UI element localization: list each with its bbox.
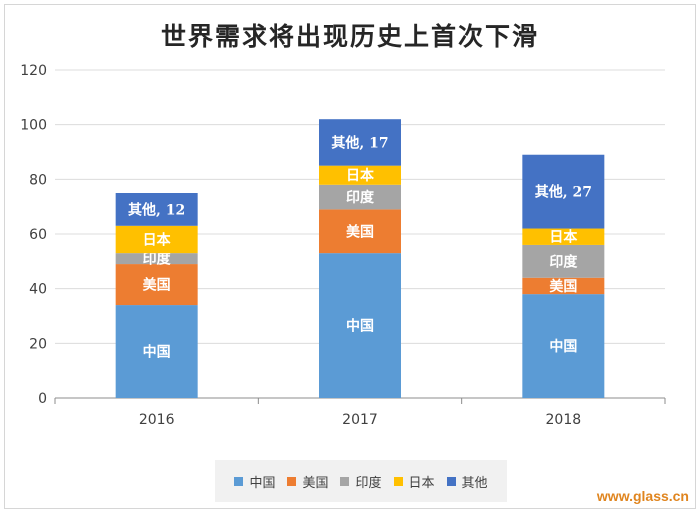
data-label: 印度 [143,251,172,268]
bar-segment-其他-2018 [522,154,605,229]
legend-item: 其他 [446,472,488,491]
bar-segment-美国-2018 [522,277,605,295]
y-tick-label: 60 [29,227,47,243]
chart-legend: 中国 美国 印度 日本 其他 [215,460,507,502]
data-label: 日本 [549,229,578,246]
bar-segment-其他-2017 [319,119,401,166]
bar-segment-中国-2016 [115,305,198,398]
data-label: 中国 [346,318,374,335]
data-label: 日本 [143,231,172,248]
x-tick-label: 2016 [139,412,175,428]
data-label: 美国 [143,277,171,294]
y-tick-label: 40 [29,282,47,298]
data-label: 印度 [346,189,375,206]
data-label: 印度 [549,253,578,270]
chart-title: 世界需求将出现历史上首次下滑 [160,22,539,51]
legend-swatch [287,476,297,486]
data-label: 美国 [346,223,374,240]
legend-swatch [340,476,350,486]
x-tick-label: 2018 [546,412,582,428]
bar-segment-美国-2017 [319,209,401,254]
legend-item: 印度 [340,472,382,491]
bar-segment-印度-2017 [319,184,401,210]
bar-segment-日本-2017 [319,165,401,185]
data-label: 中国 [549,338,577,355]
data-label: 其他, 12 [128,201,185,218]
bar-segment-中国-2017 [319,253,401,398]
legend-label: 其他 [461,475,488,491]
legend-label: 美国 [302,475,329,491]
y-tick-label: 120 [20,63,47,79]
y-tick-label: 0 [38,391,47,407]
bar-segment-其他-2016 [115,193,198,226]
y-tick-label: 100 [20,118,47,134]
bar-segment-印度-2016 [115,253,198,265]
x-tick-label: 2017 [342,412,378,428]
legend-item: 美国 [287,472,328,491]
data-label: 美国 [549,278,577,295]
y-tick-label: 80 [29,172,47,188]
chart-frame: 世界需求将出现历史上首次下滑 0 20 40 60 80 100 120 中国 美国 印度 日本 其他… [4,4,696,509]
legend-swatch [393,476,403,486]
bar-segment-美国-2016 [115,264,198,306]
legend-label: 印度 [355,475,382,491]
data-label: 其他, 17 [331,134,388,151]
data-label: 其他, 27 [535,184,592,201]
bar-segment-中国-2018 [522,294,605,398]
legend-label: 中国 [249,475,276,491]
legend-swatch [234,476,244,486]
watermark: www.glass.cn [596,488,689,504]
bar-segment-日本-2018 [522,228,605,245]
y-tick-label: 20 [29,336,47,352]
data-label: 中国 [143,344,171,361]
bar-segment-日本-2016 [115,225,198,254]
bar-segment-印度-2018 [522,244,605,278]
legend-item: 日本 [393,472,435,491]
legend-swatch [446,476,456,486]
legend-label: 日本 [408,475,435,491]
legend-item: 中国 [234,472,275,491]
data-label: 日本 [346,167,375,184]
